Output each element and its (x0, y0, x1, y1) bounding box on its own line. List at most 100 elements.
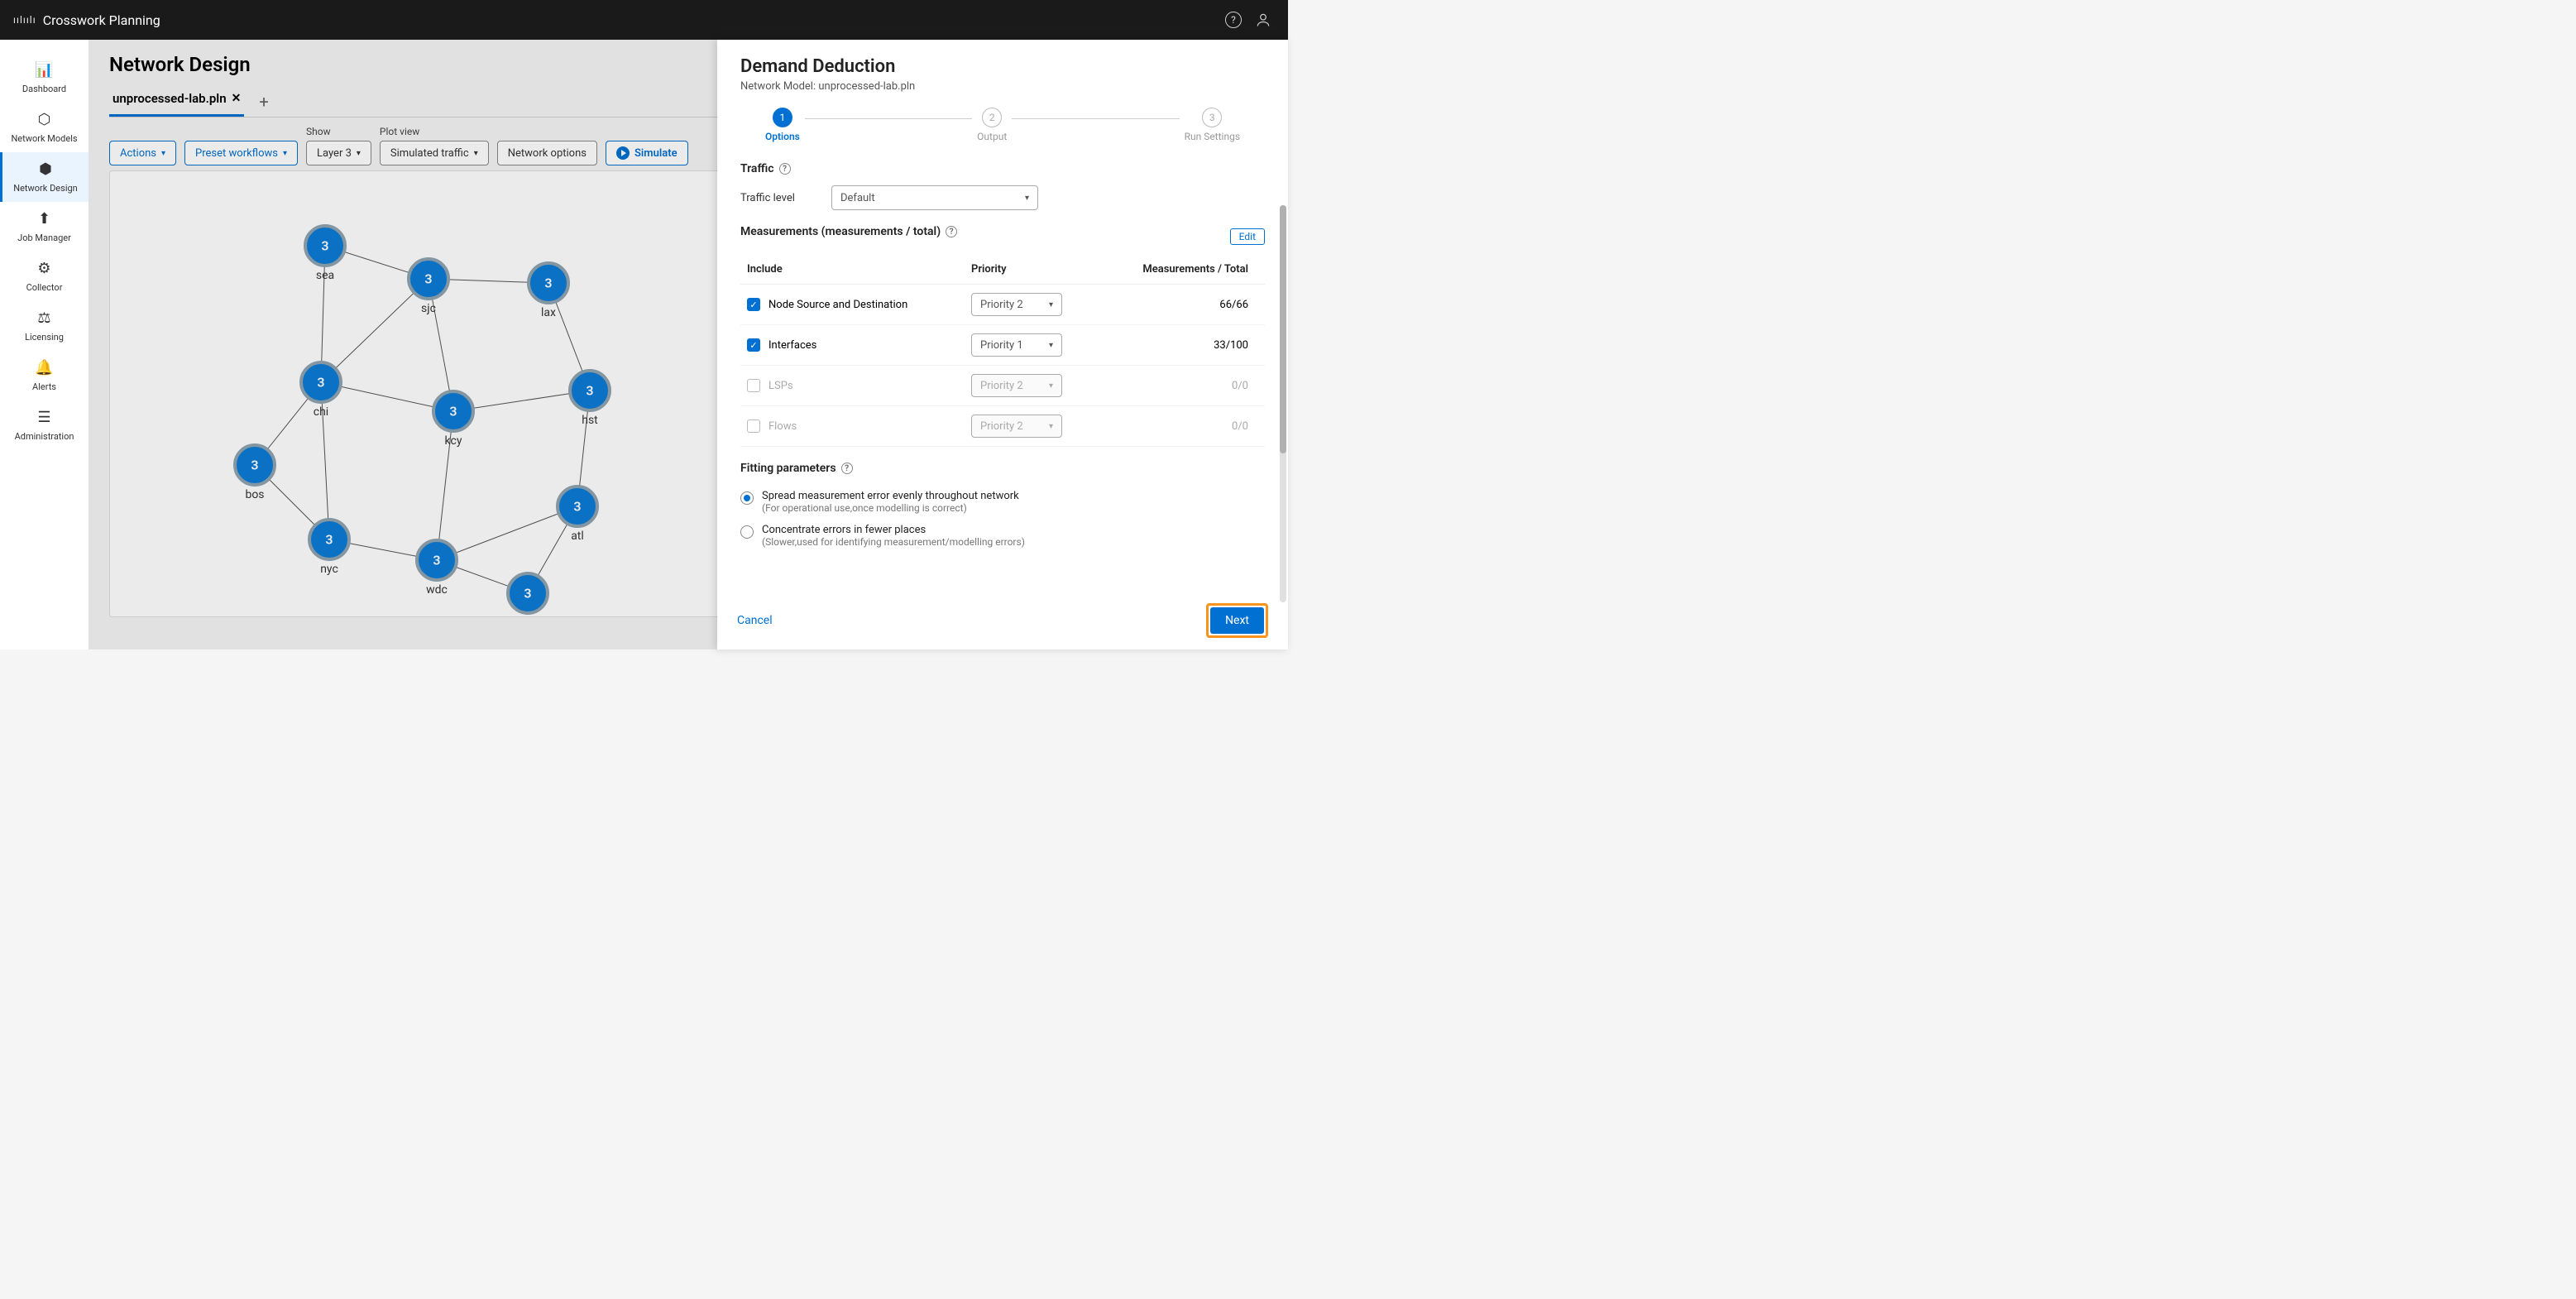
traffic-level-label: Traffic level (740, 192, 807, 204)
node-atl[interactable]: 3 atl (558, 487, 597, 543)
sidebar-item-network-models[interactable]: ⬡Network Models (0, 103, 89, 152)
table-row: ✓ Interfaces Priority 1▾ 33/100 (740, 325, 1265, 366)
priority-select[interactable]: Priority 2▾ (971, 293, 1062, 316)
svg-text:chi: chi (314, 405, 328, 419)
licensing-icon: ⚖ (37, 309, 50, 327)
svg-text:3: 3 (524, 586, 531, 602)
plot-view-dropdown[interactable]: Simulated traffic▾ (380, 141, 489, 165)
include-checkbox[interactable]: ✓ Interfaces (747, 338, 958, 352)
svg-text:3: 3 (317, 375, 324, 391)
table-row: ✓ Node Source and Destination Priority 2… (740, 285, 1265, 325)
demand-deduction-panel: Demand Deduction Network Model: unproces… (717, 40, 1288, 650)
svg-text:bos: bos (245, 488, 264, 501)
preset-workflows-dropdown[interactable]: Preset workflows▾ (184, 141, 298, 165)
col-total: Measurements / Total (1099, 255, 1265, 285)
plot-label: Plot view (380, 126, 489, 137)
network-models-icon: ⬡ (38, 111, 51, 128)
network-design-icon: ⬢ (39, 161, 52, 178)
svg-text:3: 3 (251, 458, 258, 473)
next-highlight: Next (1206, 603, 1268, 638)
sidebar-item-dashboard[interactable]: 📊Dashboard (0, 53, 89, 103)
fitting-option-spread[interactable]: Spread measurement error evenly througho… (740, 485, 1265, 519)
sidebar-item-administration[interactable]: ☰Administration (0, 400, 89, 450)
stepper: 1Options 2Output 3Run Settings (765, 108, 1240, 142)
help-icon[interactable]: ? (946, 226, 957, 237)
include-checkbox[interactable]: ✓ Node Source and Destination (747, 298, 958, 311)
app-logo: ıılıılı Crosswork Planning (13, 12, 160, 28)
svg-text:nyc: nyc (320, 563, 338, 576)
sidebar-item-job-manager[interactable]: ⬆Job Manager (0, 202, 89, 252)
col-priority: Priority (965, 255, 1099, 285)
svg-text:wdc: wdc (426, 583, 448, 597)
scrollbar[interactable] (1280, 205, 1286, 602)
total-cell: 66/66 (1099, 285, 1265, 325)
svg-text:lax: lax (541, 306, 556, 319)
svg-text:3: 3 (573, 499, 581, 515)
node-wdc[interactable]: 3 wdc (417, 540, 457, 597)
sidebar-item-network-design[interactable]: ⬢Network Design (0, 152, 89, 202)
fitting-option-concentrate[interactable]: Concentrate errors in fewer places (Slow… (740, 519, 1265, 553)
cisco-logo-icon: ıılıılı (13, 14, 36, 26)
simulate-button[interactable]: Simulate (606, 141, 688, 165)
network-options-button[interactable]: Network options (497, 141, 597, 165)
cancel-button[interactable]: Cancel (737, 614, 773, 627)
dashboard-icon: 📊 (35, 61, 53, 79)
svg-text:sea: sea (316, 269, 334, 282)
panel-title: Demand Deduction (740, 56, 1265, 77)
next-button[interactable]: Next (1210, 607, 1264, 634)
node-kcy[interactable]: 3kcy (433, 391, 473, 448)
radio-icon (740, 491, 754, 505)
close-icon[interactable]: ✕ (232, 92, 242, 105)
user-icon[interactable] (1252, 8, 1275, 31)
fitting-heading: Fitting parameters? (740, 462, 1265, 475)
panel-footer: Cancel Next (717, 591, 1288, 650)
radio-icon (740, 525, 754, 539)
play-icon (616, 146, 630, 160)
include-checkbox[interactable]: Flows (747, 419, 958, 433)
svg-text:sjc: sjc (421, 302, 436, 315)
topbar: ıılıılı Crosswork Planning ? (0, 0, 1288, 40)
node-bos[interactable]: 3 bos (235, 445, 275, 501)
svg-text:3: 3 (325, 532, 333, 548)
col-include: Include (740, 255, 965, 285)
priority-select[interactable]: Priority 2▾ (971, 374, 1062, 397)
show-dropdown[interactable]: Layer 3▾ (306, 141, 371, 165)
node-sjc[interactable]: 3 sjc (409, 259, 448, 315)
priority-select[interactable]: Priority 2▾ (971, 415, 1062, 438)
traffic-level-select[interactable]: Default▾ (831, 185, 1038, 210)
actions-dropdown[interactable]: Actions▾ (109, 141, 176, 165)
sidebar-item-alerts[interactable]: 🔔Alerts (0, 351, 89, 400)
include-checkbox[interactable]: LSPs (747, 379, 958, 392)
sidebar-item-licensing[interactable]: ⚖Licensing (0, 301, 89, 351)
traffic-heading: Traffic? (740, 162, 1265, 175)
priority-select[interactable]: Priority 1▾ (971, 333, 1062, 357)
node-nyc[interactable]: 3 nyc (309, 520, 349, 576)
step-run-settings[interactable]: 3Run Settings (1185, 108, 1240, 142)
alerts-icon: 🔔 (35, 359, 53, 376)
step-options[interactable]: 1Options (765, 108, 800, 142)
help-icon[interactable]: ? (841, 463, 853, 474)
svg-text:3: 3 (424, 271, 432, 287)
total-cell: 0/0 (1099, 406, 1265, 447)
total-cell: 33/100 (1099, 325, 1265, 366)
sidebar-item-collector[interactable]: ⚙Collector (0, 252, 89, 301)
node-chi[interactable]: 3 chi (301, 362, 341, 419)
job-manager-icon: ⬆ (38, 210, 50, 228)
table-row: Flows Priority 2▾ 0/0 (740, 406, 1265, 447)
collector-icon: ⚙ (37, 260, 50, 277)
tab-file[interactable]: unprocessed-lab.pln ✕ (109, 86, 244, 117)
node-mia[interactable]: 3mia (508, 573, 548, 616)
svg-text:3: 3 (433, 553, 440, 568)
node-lax[interactable]: 3lax (529, 263, 568, 319)
svg-text:3: 3 (586, 383, 593, 399)
node-hst[interactable]: 3 hst (570, 371, 610, 427)
svg-text:hst: hst (582, 414, 598, 427)
add-tab-icon[interactable]: + (252, 89, 275, 115)
node-sea[interactable]: 3sea (305, 226, 345, 282)
help-icon[interactable]: ? (779, 163, 791, 175)
edit-button[interactable]: Edit (1230, 228, 1265, 245)
svg-text:atl: atl (571, 530, 584, 543)
step-output[interactable]: 2Output (977, 108, 1007, 142)
help-icon[interactable]: ? (1222, 8, 1245, 31)
table-row: LSPs Priority 2▾ 0/0 (740, 366, 1265, 406)
